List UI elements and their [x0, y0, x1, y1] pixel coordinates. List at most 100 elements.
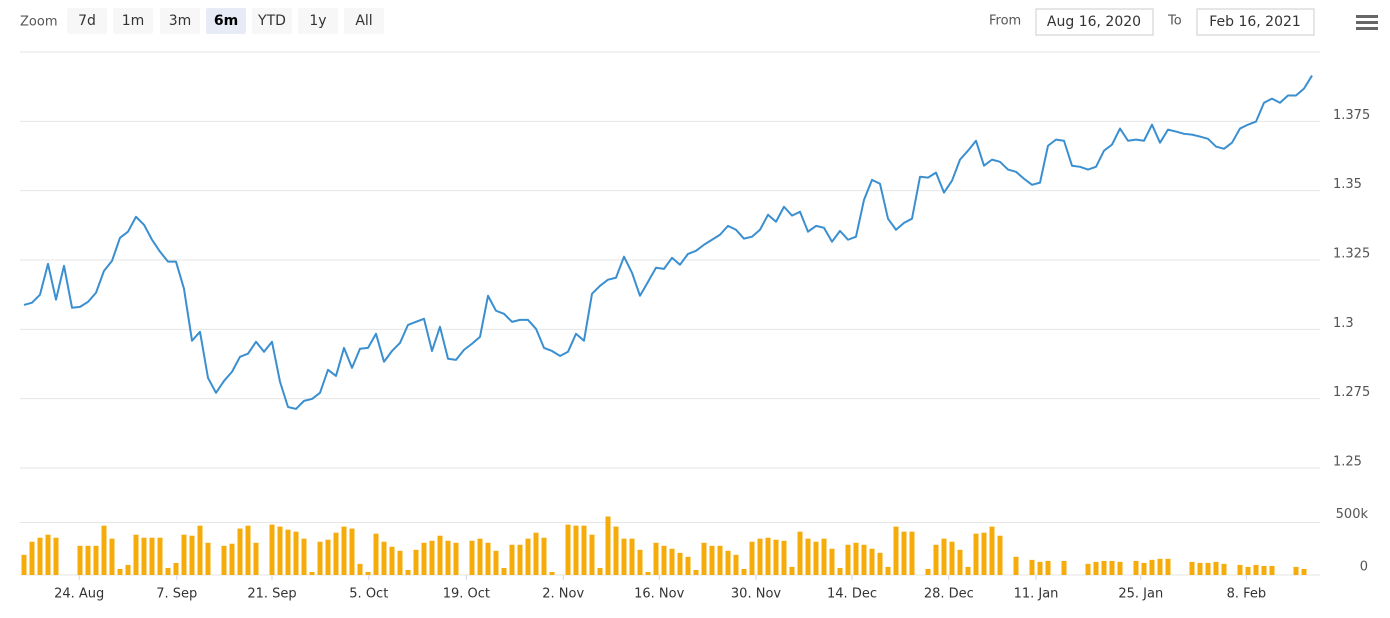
x-tick-label: 30. Nov — [731, 587, 781, 602]
volume-bar — [613, 526, 619, 575]
volume-bar — [221, 545, 227, 575]
volume-bar — [365, 571, 371, 575]
zoom-button-label: All — [355, 13, 372, 29]
x-tick-label: 7. Sep — [156, 587, 197, 602]
from-input[interactable] — [1035, 8, 1154, 36]
volume-bar — [845, 544, 851, 575]
volume-bar — [397, 550, 403, 575]
volume-bar — [869, 548, 875, 575]
volume-bar — [1037, 561, 1043, 575]
x-tick-label: 28. Dec — [924, 587, 974, 602]
volume-bar — [173, 562, 179, 575]
zoom-button[interactable]: 6m — [206, 8, 246, 34]
volume-bar — [1149, 559, 1155, 575]
volume-bar — [525, 538, 531, 575]
volume-bar — [149, 537, 155, 575]
volume-bar — [909, 531, 915, 575]
volume-bar — [413, 549, 419, 575]
volume-bar — [53, 537, 59, 575]
volume-bar — [317, 541, 323, 575]
volume-bar — [1141, 562, 1147, 575]
zoom-button[interactable]: All — [344, 8, 384, 34]
volume-bar — [1301, 568, 1307, 575]
volume-bar — [661, 545, 667, 575]
from-date[interactable]: Aug 16, 2020 — [1047, 14, 1141, 30]
volume-bar — [981, 532, 987, 575]
volume-bar — [893, 526, 899, 575]
zoom-button-bg — [252, 8, 292, 34]
volume-bar — [693, 569, 699, 575]
volume-bar — [1253, 564, 1259, 575]
volume-bar — [357, 563, 363, 575]
zoom-button-bg — [113, 8, 153, 34]
volume-bar — [949, 541, 955, 575]
volume-bar — [789, 566, 795, 575]
volume-bar — [685, 556, 691, 575]
volume-bar — [381, 541, 387, 575]
volume-bar — [637, 549, 643, 575]
x-tick-label: 24. Aug — [54, 587, 104, 602]
volume-bar — [629, 538, 635, 575]
y-tick-label: 1.375 — [1333, 108, 1370, 123]
volume-bar — [237, 528, 243, 575]
volume-bar — [837, 567, 843, 575]
menu-bar — [1356, 27, 1378, 30]
zoom-button[interactable]: 3m — [160, 8, 200, 34]
volume-bar — [229, 543, 235, 575]
zoom-button[interactable]: 7d — [67, 8, 107, 34]
volume-bar — [141, 537, 147, 575]
volume-bar — [1221, 563, 1227, 575]
volume-bar — [1213, 561, 1219, 575]
volume-bar — [309, 571, 315, 575]
volume-bar — [1109, 560, 1115, 575]
volume-bar — [301, 538, 307, 575]
to-date[interactable]: Feb 16, 2021 — [1209, 14, 1301, 30]
volume-bar — [133, 534, 139, 575]
volume-bar — [805, 538, 811, 575]
x-tick-label: 11. Jan — [1014, 587, 1059, 602]
zoom-button[interactable]: YTD — [252, 8, 292, 34]
volume-bar — [973, 533, 979, 575]
volume-bar — [725, 550, 731, 575]
volume-bar — [197, 525, 203, 575]
volume-bar — [853, 542, 859, 575]
volume-bar — [533, 532, 539, 575]
volume-bar — [1205, 562, 1211, 575]
volume-bar — [157, 537, 163, 575]
volume-bar — [1269, 565, 1275, 575]
volume-bar — [1261, 565, 1267, 575]
x-tick-label: 5. Oct — [349, 587, 388, 602]
x-tick-label: 2. Nov — [542, 587, 584, 602]
volume-bar — [205, 542, 211, 575]
volume-bar — [1157, 558, 1163, 575]
to-input[interactable] — [1196, 8, 1315, 36]
volume-bar — [341, 526, 347, 575]
y-tick-label: 1.275 — [1333, 385, 1370, 400]
volume-bar — [621, 538, 627, 575]
volume-bar — [997, 535, 1003, 575]
volume-bar — [1245, 566, 1251, 575]
volume-bar — [957, 549, 963, 575]
zoom-button[interactable]: 1m — [113, 8, 153, 34]
y-tick-label: 1.35 — [1333, 177, 1362, 192]
volume-bar — [485, 542, 491, 575]
volume-bar — [605, 516, 611, 575]
zoom-button-bg — [160, 8, 200, 34]
volume-bar — [541, 537, 547, 575]
y2-tick-label: 500k — [1336, 507, 1369, 522]
x-tick-label: 21. Sep — [247, 587, 296, 602]
volume-bar — [1045, 560, 1051, 575]
y-tick-label: 1.3 — [1333, 316, 1354, 331]
zoom-button[interactable]: 1y — [298, 8, 338, 34]
volume-bar — [1117, 561, 1123, 575]
volume-bar — [1101, 560, 1107, 575]
zoom-label: Zoom — [20, 15, 57, 30]
volume-bar — [861, 544, 867, 575]
volume-bar — [165, 567, 171, 575]
volume-bar — [333, 532, 339, 575]
volume-bar — [757, 538, 763, 575]
volume-bar — [45, 534, 51, 575]
volume-bar — [933, 544, 939, 575]
menu-button[interactable] — [1356, 15, 1378, 30]
